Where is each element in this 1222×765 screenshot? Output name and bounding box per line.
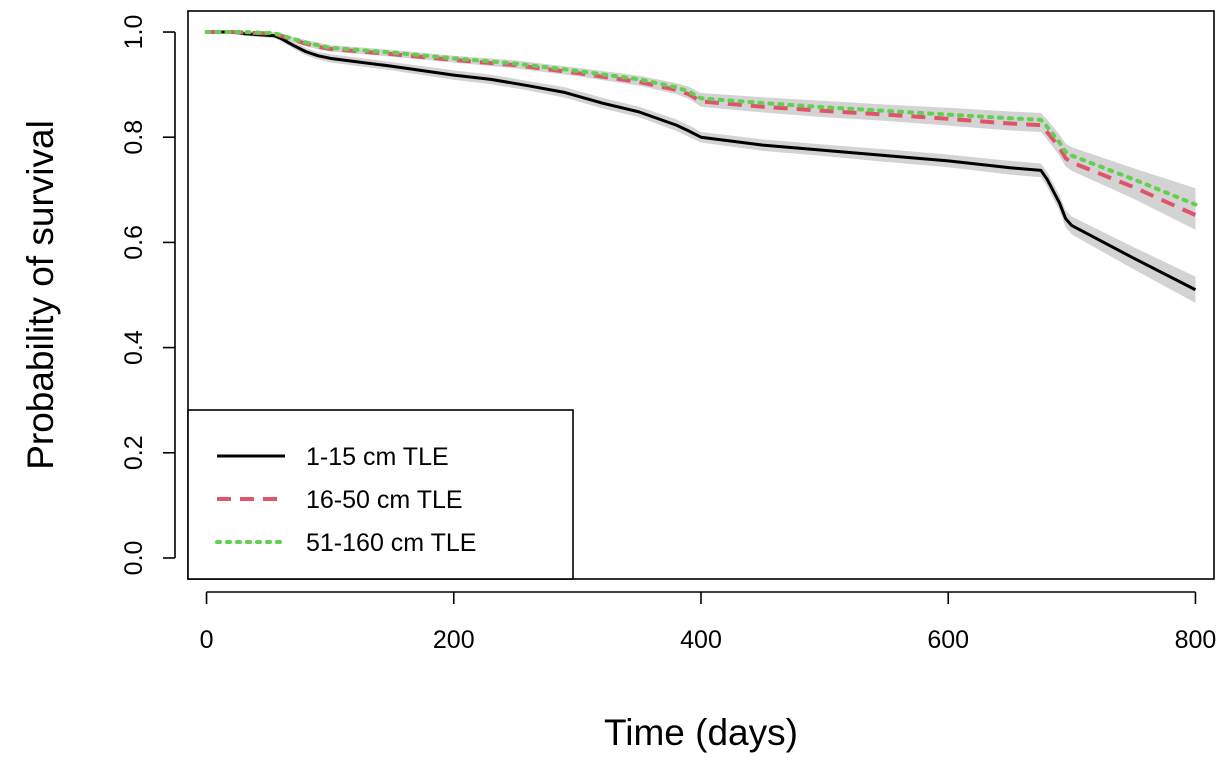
legend-label-16-50: 16-50 cm TLE (306, 486, 463, 514)
y-axis: 0.0 0.2 0.4 0.6 0.8 1.0 (120, 15, 176, 576)
x-tick-label: 400 (680, 626, 722, 654)
legend-label-51-160: 51-160 cm TLE (306, 529, 476, 557)
legend-box (187, 409, 574, 580)
y-tick-label: 0.4 (120, 330, 148, 365)
curve-1-15-cm-tle (206, 30, 1197, 292)
x-tick-label: 600 (927, 626, 969, 654)
y-tick-label: 0.0 (120, 541, 148, 576)
y-axis-title: Probability of survival (20, 120, 61, 470)
curve-16-50-cm-tle (206, 30, 1197, 217)
x-axis: 0 200 400 600 800 (200, 591, 1217, 654)
y-tick-label: 0.8 (120, 120, 148, 155)
legend: 1-15 cm TLE 16-50 cm TLE 51-160 cm TLE (187, 409, 574, 580)
plot-frame (187, 10, 1215, 580)
y-tick-label: 0.2 (120, 435, 148, 470)
y-tick-label: 1.0 (120, 15, 148, 50)
x-tick-label: 0 (200, 626, 214, 654)
x-tick-label: 200 (433, 626, 475, 654)
confidence-bands (206, 32, 1196, 303)
curve-51-160-cm-tle (204, 30, 1198, 207)
ci-band-1-15-cm-tle (206, 32, 1196, 303)
x-axis-title: Time (days) (604, 712, 798, 753)
y-tick-label: 0.6 (120, 225, 148, 260)
legend-label-1-15: 1-15 cm TLE (306, 443, 449, 471)
survival-curves (204, 30, 1198, 292)
x-tick-label: 800 (1175, 626, 1217, 654)
